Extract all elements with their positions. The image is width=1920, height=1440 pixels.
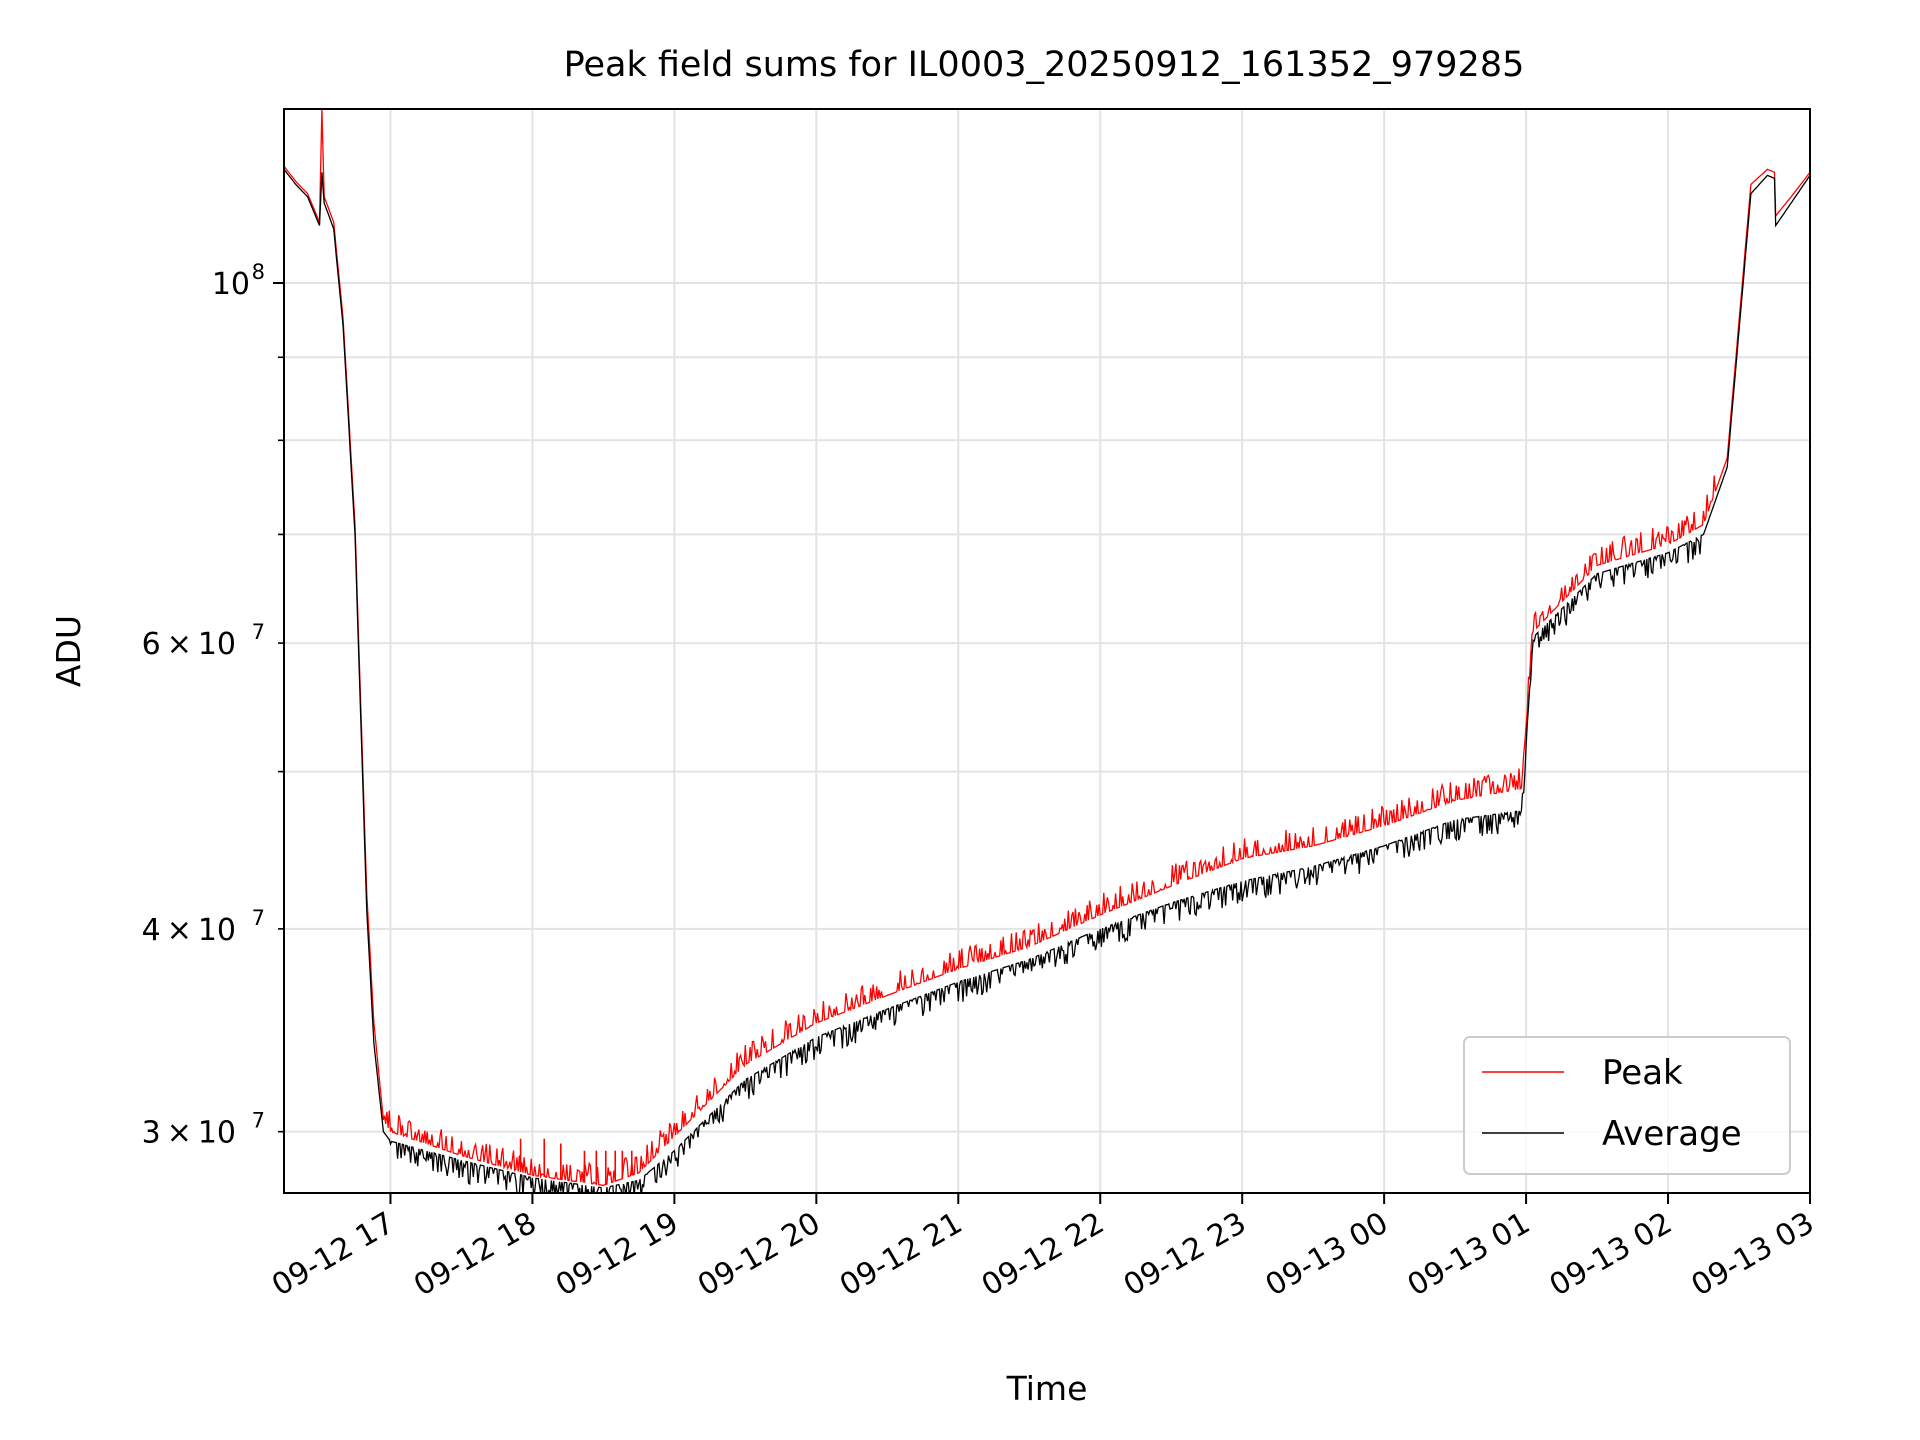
series-lines [284, 109, 1810, 1193]
legend-peak-label: Peak [1602, 1053, 1683, 1093]
x-axis-label: Time [1006, 1369, 1088, 1408]
y-tick-label: 4 × 10 [142, 913, 236, 948]
y-tick-label: 10 [212, 267, 250, 302]
series-line-average [284, 168, 1810, 1193]
y-axis-label: ADU [49, 615, 88, 687]
legend: Peak Average [1463, 1036, 1791, 1175]
plot-frame [283, 108, 1811, 1194]
y-tick-label: 6 × 10 [142, 627, 236, 662]
series-line-peak [284, 109, 1810, 1187]
y-tick-label-exponent: 7 [252, 906, 265, 930]
y-tick-label-exponent: 7 [252, 620, 265, 644]
legend-average-label: Average [1602, 1114, 1742, 1154]
y-axis: 10 8 3 × 10 7 4 × 10 7 6 × 10 7 [142, 260, 284, 1151]
y-tick-label-exponent: 7 [252, 1109, 265, 1133]
y-tick-label-exponent: 8 [252, 260, 265, 284]
y-tick-label: 3 × 10 [142, 1116, 236, 1151]
chart-title: Peak field sums for IL0003_20250912_1613… [564, 45, 1525, 85]
